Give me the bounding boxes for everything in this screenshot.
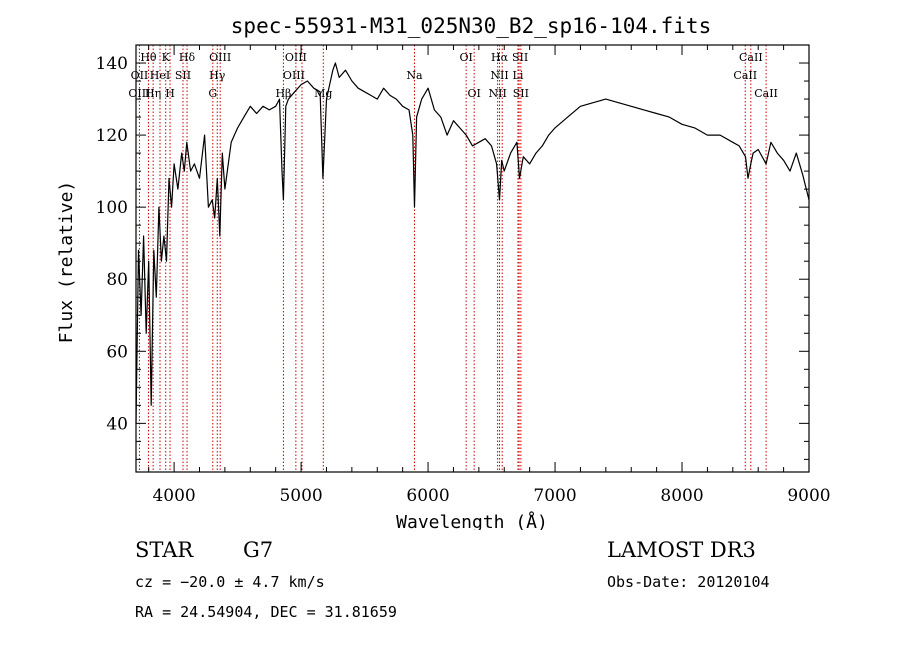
y-tick-label: 40 — [106, 414, 128, 434]
axis-ticks: 4000 5000 6000 7000 8000 9000 40 60 80 100 120 140 — [96, 45, 831, 506]
y-tick-label: 100 — [96, 198, 128, 218]
spectral-line-label: NII — [490, 69, 508, 82]
spectral-line-label: Li — [513, 69, 524, 82]
x-tick-label: 7000 — [533, 486, 576, 506]
spectral-line-label: K — [162, 51, 171, 64]
spectral-line-label: H — [165, 87, 175, 100]
spectral-line-label: Mg — [314, 87, 332, 100]
spectral-line-label: OII — [131, 69, 149, 82]
spectral-line-label: Na — [406, 69, 423, 82]
spectral-line-label: Hγ — [209, 69, 226, 82]
spectrum-line — [135, 62, 810, 424]
spectral-line-label: OIII — [283, 69, 305, 82]
y-tick-label: 60 — [106, 342, 128, 362]
spectral-line-label: CaII — [733, 69, 757, 82]
spectrum-chart: spec-55931-M31_025N30_B2_sp16-104.fits 4… — [56, 14, 831, 530]
x-tick-label: 5000 — [279, 486, 322, 506]
chart-title: spec-55931-M31_025N30_B2_sp16-104.fits — [231, 14, 711, 38]
spectral-line-label: Hδ — [179, 51, 196, 64]
spectral-line-label: SII — [512, 51, 528, 64]
object-subclass: G7 — [243, 538, 274, 562]
spectral-line-label: OIII — [128, 87, 150, 100]
redshift-cz: cz = −20.0 ± 4.7 km/s — [135, 573, 325, 591]
obs-date: Obs-Date: 20120104 — [607, 573, 770, 591]
y-tick-label: 140 — [96, 54, 128, 74]
x-tick-label: 8000 — [660, 486, 703, 506]
object-class: STAR — [135, 538, 194, 562]
spectral-line-label: G — [208, 87, 217, 100]
ra-dec: RA = 24.54904, DEC = 31.81659 — [135, 603, 397, 621]
spectral-line-label: HeI — [150, 69, 170, 82]
x-axis-label: Wavelength (Å) — [396, 511, 548, 530]
spectral-line-label: SII — [175, 69, 191, 82]
x-tick-label: 6000 — [406, 486, 449, 506]
spectral-line-label: OIII — [285, 51, 307, 64]
survey-name: LAMOST DR3 — [607, 538, 756, 562]
line-marker-group — [138, 45, 767, 472]
x-tick-label: 4000 — [152, 486, 195, 506]
y-tick-label: 80 — [106, 270, 128, 290]
spectral-line-label: Hβ — [275, 87, 291, 100]
spectral-line-label: NII — [488, 87, 506, 100]
spectral-line-label: Hθ — [140, 51, 157, 64]
y-tick-label: 120 — [96, 126, 128, 146]
spectral-line-label: SII — [513, 87, 529, 100]
spectral-line-label: OI — [467, 87, 480, 100]
y-axis-label: Flux (relative) — [56, 181, 77, 344]
plot-frame — [135, 44, 810, 473]
spectral-line-label: CaII — [754, 87, 778, 100]
spectral-line-label: OIII — [209, 51, 231, 64]
spectral-line-label: Hη — [145, 87, 161, 100]
x-tick-label: 9000 — [787, 486, 830, 506]
spectral-line-label: OI — [459, 51, 472, 64]
spectral-line-label: CaII — [739, 51, 763, 64]
spectral-line-label: Hα — [491, 51, 509, 64]
